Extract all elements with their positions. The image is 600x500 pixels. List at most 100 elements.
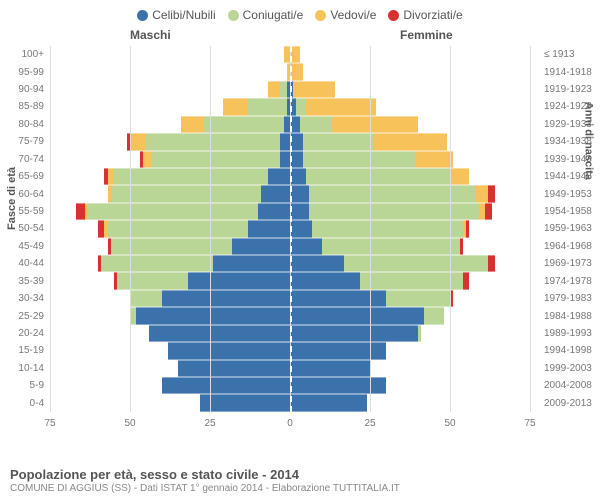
- bar-segment: [248, 220, 290, 237]
- age-label: 95-99: [0, 63, 48, 80]
- age-label: 20-24: [0, 325, 48, 342]
- age-label: 100+: [0, 46, 48, 63]
- bar-segment: [306, 168, 450, 185]
- bar-segment: [232, 238, 290, 255]
- female-side: [290, 307, 530, 324]
- birth-year-label: 1949-1953: [540, 185, 600, 202]
- legend-item: Vedovi/e: [315, 8, 376, 22]
- legend-item: Divorziati/e: [388, 8, 462, 22]
- birth-year-label: 1979-1983: [540, 290, 600, 307]
- male-side: [50, 46, 290, 63]
- bar-segment: [466, 220, 469, 237]
- birth-year-label: 1944-1948: [540, 168, 600, 185]
- legend-swatch: [228, 10, 239, 21]
- male-side: [50, 168, 290, 185]
- bar-segment: [303, 151, 415, 168]
- bar-segment: [290, 307, 424, 324]
- legend-swatch: [388, 10, 399, 21]
- bar-segment: [76, 203, 86, 220]
- birth-year-label: 1984-1988: [540, 307, 600, 324]
- bar-segment: [162, 377, 290, 394]
- male-side: [50, 185, 290, 202]
- bar-segment: [322, 238, 460, 255]
- chart-title: Popolazione per età, sesso e stato civil…: [10, 467, 590, 482]
- age-label: 10-14: [0, 360, 48, 377]
- male-side: [50, 255, 290, 272]
- female-side: [290, 203, 530, 220]
- birth-year-label: 1964-1968: [540, 238, 600, 255]
- age-label: 65-69: [0, 168, 48, 185]
- bar-segment: [312, 220, 462, 237]
- x-tick-label: 25: [204, 418, 215, 429]
- male-side: [50, 394, 290, 411]
- bar-segment: [168, 342, 290, 359]
- bar-segment: [418, 325, 421, 342]
- bar-segment: [373, 133, 447, 150]
- age-label: 40-44: [0, 255, 48, 272]
- bar-segment: [258, 203, 290, 220]
- bar-segment: [290, 203, 309, 220]
- male-side: [50, 307, 290, 324]
- bar-segment: [146, 133, 280, 150]
- male-side: [50, 290, 290, 307]
- bar-segment: [290, 220, 312, 237]
- birth-year-label: 1924-1928: [540, 98, 600, 115]
- bar-segment: [143, 151, 153, 168]
- x-tick-label: 50: [124, 418, 135, 429]
- female-side: [290, 377, 530, 394]
- bar-segment: [223, 98, 249, 115]
- birth-year-label: 1959-1963: [540, 220, 600, 237]
- bar-segment: [296, 98, 306, 115]
- bar-segment: [280, 151, 290, 168]
- bar-segment: [415, 151, 453, 168]
- bar-segment: [488, 255, 494, 272]
- bar-segment: [290, 394, 367, 411]
- bar-segment: [360, 272, 462, 289]
- female-side: [290, 116, 530, 133]
- bar-segment: [88, 203, 258, 220]
- bar-segment: [450, 168, 469, 185]
- bar-segment: [290, 325, 418, 342]
- bar-segment: [293, 81, 335, 98]
- birth-year-label: 1934-1938: [540, 133, 600, 150]
- gridline: [530, 46, 531, 412]
- bar-segment: [178, 360, 290, 377]
- x-tick-label: 75: [44, 418, 55, 429]
- female-side: [290, 98, 530, 115]
- age-label: 5-9: [0, 377, 48, 394]
- male-side: [50, 98, 290, 115]
- legend: Celibi/NubiliConiugati/eVedovi/eDivorzia…: [0, 0, 600, 26]
- bar-segment: [344, 255, 488, 272]
- bar-segment: [268, 81, 281, 98]
- female-side: [290, 290, 530, 307]
- bar-segment: [303, 133, 373, 150]
- female-side: [290, 394, 530, 411]
- age-label: 80-84: [0, 116, 48, 133]
- bar-segment: [280, 133, 290, 150]
- female-side: [290, 325, 530, 342]
- legend-label: Vedovi/e: [330, 8, 376, 22]
- male-side: [50, 63, 290, 80]
- bar-segment: [290, 168, 306, 185]
- bar-segment: [306, 98, 376, 115]
- age-label: 55-59: [0, 203, 48, 220]
- birth-year-label: 1954-1958: [540, 203, 600, 220]
- gridline: [370, 46, 371, 412]
- bar-segment: [290, 238, 322, 255]
- birth-year-label: 2004-2008: [540, 377, 600, 394]
- bar-segment: [152, 151, 280, 168]
- male-side: [50, 238, 290, 255]
- bar-segment: [248, 98, 286, 115]
- birth-year-label: 1974-1978: [540, 272, 600, 289]
- x-tick-label: 50: [444, 418, 455, 429]
- legend-label: Divorziati/e: [403, 8, 462, 22]
- age-label: 15-19: [0, 342, 48, 359]
- gridline: [450, 46, 451, 412]
- age-label: 90-94: [0, 81, 48, 98]
- bar-segment: [460, 238, 463, 255]
- age-label: 60-64: [0, 185, 48, 202]
- female-side: [290, 255, 530, 272]
- bar-segment: [200, 394, 290, 411]
- bar-segment: [213, 255, 290, 272]
- age-label: 85-89: [0, 98, 48, 115]
